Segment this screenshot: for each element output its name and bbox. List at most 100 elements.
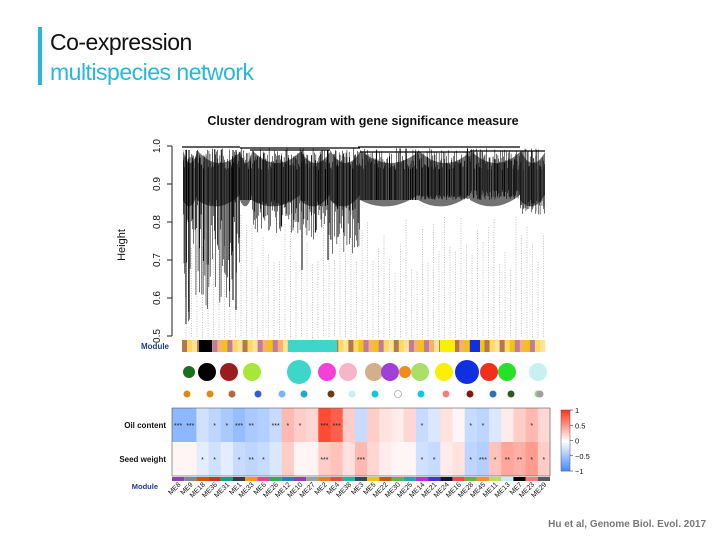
scale-segment (561, 463, 570, 466)
module-strip-segment (247, 340, 253, 352)
heatmap-significance: *** (333, 423, 341, 430)
module-dot (417, 390, 425, 398)
heatmap-module-colors (172, 477, 550, 481)
heatmap-module-color (172, 477, 185, 481)
heatmap-module-color (208, 477, 221, 481)
heatmap-cell (220, 408, 234, 442)
module-dot (466, 390, 474, 398)
heatmap-row-label: Seed weight (119, 455, 166, 464)
heatmap-module-color (464, 477, 477, 481)
scale-segment (561, 440, 570, 443)
heatmap-column-label: ME8 (167, 481, 182, 496)
heatmap-module-color (513, 477, 526, 481)
heatmap-cell (452, 408, 466, 442)
heatmap-module-color (318, 477, 331, 481)
module-dot (183, 390, 191, 398)
module-circle (498, 363, 516, 381)
heatmap-significance: * (433, 457, 436, 464)
module-circle (480, 363, 498, 381)
module-circle (183, 366, 195, 378)
heatmap-module-color (354, 477, 368, 481)
module-circle (243, 363, 261, 381)
dendrogram-branches (182, 146, 545, 338)
heatmap-cell (257, 442, 270, 476)
heatmap-cell (196, 442, 209, 476)
scale-segment (561, 443, 570, 446)
scale-segment (561, 431, 570, 434)
heatmap-cell (354, 408, 368, 442)
heatmap-significance: *** (479, 457, 487, 464)
module-strip-segment (338, 340, 344, 352)
heatmap-cell (391, 442, 405, 476)
module-strip-segment (509, 340, 516, 352)
module-strip-segment (217, 340, 223, 352)
y-tick-label: 0.8 (152, 215, 163, 229)
heatmap-cell (232, 442, 246, 476)
module-strip-segment (398, 340, 405, 352)
heatmap-significance: *** (186, 423, 194, 430)
module-circle (220, 363, 238, 381)
module-strip-segment (378, 340, 384, 352)
module-strip-segment (413, 340, 420, 352)
heatmap-cell (415, 408, 429, 442)
module-strip-segment (363, 340, 369, 352)
heatmap-module-color (269, 477, 282, 481)
module-dot (348, 390, 356, 398)
heatmap-cell (245, 408, 258, 442)
scale-tick-label: 0 (575, 437, 579, 446)
heatmap-cell (330, 408, 344, 442)
heatmap-column-label: ME3 (350, 481, 365, 496)
heatmap-cell (501, 442, 514, 476)
scale-segment (561, 429, 570, 432)
heatmap-cell (293, 442, 307, 476)
color-scale: 1 0.5 0 −0.5 −1 (560, 406, 590, 476)
heatmap-cell (354, 442, 368, 476)
heatmap-module-color (281, 477, 294, 481)
module-strip-segment (383, 340, 390, 352)
scale-segment (561, 461, 570, 464)
scale-segment (561, 410, 570, 412)
module-dot (300, 390, 308, 398)
module-strip-segment (242, 340, 248, 352)
module-strip-segment (434, 340, 440, 352)
dendrogram-cluster (240, 150, 252, 207)
scale-segment (561, 414, 570, 417)
module-circle (399, 366, 411, 378)
heatmap-significance: * (494, 457, 497, 464)
heatmap-module-color (501, 477, 514, 481)
heatmap-module-color (537, 477, 550, 481)
heatmap-cell (476, 408, 490, 442)
y-axis-label: Height (116, 229, 128, 261)
heatmap-module-color (440, 477, 453, 481)
scale-tick-label: 1 (575, 406, 579, 415)
heatmap-module-color (306, 477, 319, 481)
heatmap-significance: ** (517, 457, 523, 464)
heatmap-cell (464, 408, 478, 442)
scale-segment (561, 469, 570, 472)
scale-tick-label: −0.5 (575, 452, 590, 461)
module-strip-segment (272, 340, 279, 352)
heatmap-cell (306, 442, 319, 476)
module-circle (381, 363, 399, 381)
heatmap-cell (232, 408, 246, 442)
module-strip-segment (262, 340, 269, 352)
module-strip-segment (267, 340, 274, 352)
heatmap-cell (184, 442, 197, 476)
heatmap-module-color (220, 477, 233, 481)
heatmap-significance: * (530, 457, 533, 464)
module-strip-segment (353, 340, 359, 352)
module-strip-segment (368, 340, 374, 352)
module-strip-segment (393, 340, 400, 352)
module-strip-segment (227, 340, 233, 352)
heatmap-cell (440, 442, 453, 476)
heatmap-module-color (342, 477, 355, 481)
module-strip-segment (187, 340, 193, 352)
scale-segment (561, 438, 570, 441)
dendrogram-cluster (252, 150, 300, 207)
module-dot (327, 390, 335, 398)
module-strip-segment (282, 340, 289, 352)
heatmap-significance: *** (235, 423, 243, 430)
heatmap-cell (403, 442, 417, 476)
heatmap-cell (306, 408, 319, 442)
heatmap-cell (257, 408, 270, 442)
